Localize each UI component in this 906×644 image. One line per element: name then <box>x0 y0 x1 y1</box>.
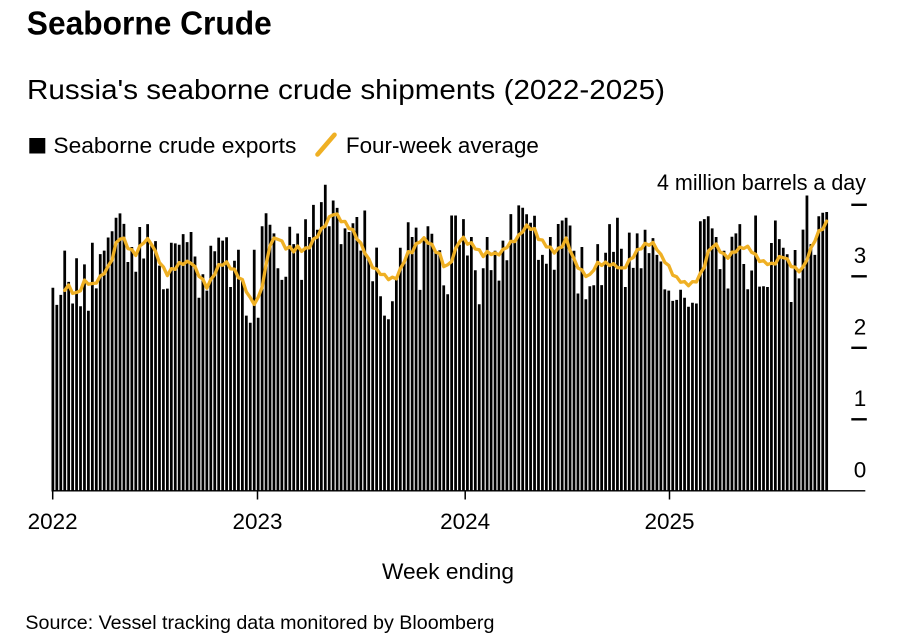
svg-text:0: 0 <box>854 458 867 483</box>
svg-text:Four-week average: Four-week average <box>346 133 539 158</box>
svg-text:Russia's seaborne crude shipme: Russia's seaborne crude shipments (2022-… <box>27 74 665 105</box>
svg-text:2: 2 <box>854 315 867 340</box>
svg-text:4 million barrels a day: 4 million barrels a day <box>657 170 867 195</box>
svg-text:2022: 2022 <box>28 509 78 534</box>
svg-text:2024: 2024 <box>440 509 490 534</box>
svg-text:1: 1 <box>854 386 867 411</box>
svg-text:3: 3 <box>854 243 867 268</box>
svg-text:Week ending: Week ending <box>382 559 514 584</box>
svg-text:2023: 2023 <box>233 509 283 534</box>
svg-text:Seaborne Crude: Seaborne Crude <box>27 6 272 43</box>
svg-text:2025: 2025 <box>645 509 695 534</box>
svg-text:Source: Vessel tracking data m: Source: Vessel tracking data monitored b… <box>25 612 494 634</box>
svg-text:Seaborne crude exports: Seaborne crude exports <box>53 133 296 158</box>
